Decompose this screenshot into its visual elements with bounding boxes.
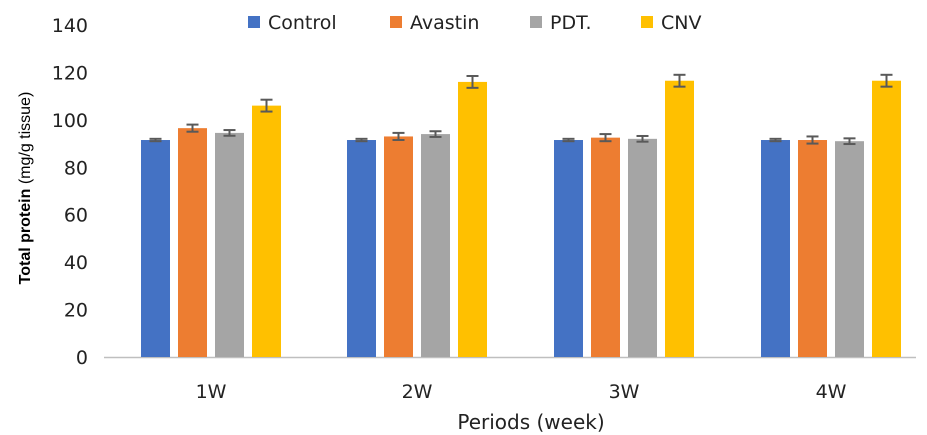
x-axis-tick-labels: 1W 2W 3W 4W [196, 381, 847, 403]
bar-pdt-1w [215, 132, 244, 357]
legend-swatch-avastin [390, 16, 402, 28]
bar-pdt-4w [835, 141, 864, 357]
bar-cnv-2w [458, 81, 487, 358]
bar-groups [141, 80, 901, 358]
y-axis-tick-labels: 0 20 40 60 80 100 120 140 [52, 15, 88, 369]
bar-control-4w [761, 140, 790, 357]
x-tick-label: 2W [402, 381, 433, 403]
bar-control-2w [347, 140, 376, 357]
bar-cnv-4w [872, 80, 901, 357]
y-axis-title: Total protein (mg/g tissue) [17, 92, 34, 285]
bar-avastin-3w [591, 137, 620, 357]
bar-cnv-3w [665, 80, 694, 357]
legend-swatch-control [248, 16, 260, 28]
y-tick-label: 100 [52, 110, 88, 132]
legend: Control Avastin PDT. CNV [248, 12, 701, 34]
x-tick-label: 3W [609, 381, 640, 403]
y-tick-label: 20 [64, 300, 88, 322]
x-tick-label: 1W [196, 381, 227, 403]
bar-cnv-1w [252, 105, 281, 357]
bar-avastin-4w [798, 140, 827, 357]
bar-pdt-2w [421, 134, 450, 357]
error-bars [149, 73, 893, 146]
bar-control-3w [554, 140, 583, 357]
y-tick-label: 60 [64, 205, 88, 227]
legend-label-pdt: PDT. [550, 12, 591, 34]
x-tick-label: 4W [816, 381, 847, 403]
bar-avastin-1w [178, 128, 207, 357]
y-tick-label: 40 [64, 252, 88, 274]
legend-label-avastin: Avastin [410, 12, 479, 34]
legend-swatch-cnv [641, 16, 653, 28]
bar-control-1w [141, 140, 170, 357]
y-tick-label: 0 [76, 347, 88, 369]
bar-pdt-3w [628, 138, 657, 357]
y-tick-label: 120 [52, 62, 88, 84]
legend-label-cnv: CNV [661, 12, 701, 34]
legend-swatch-pdt [530, 16, 542, 28]
bar-avastin-2w [384, 136, 413, 357]
y-axis-title-unit: (mg/g tissue) [17, 92, 34, 189]
legend-label-control: Control [268, 12, 337, 34]
y-tick-label: 140 [52, 15, 88, 37]
y-tick-label: 80 [64, 157, 88, 179]
x-axis-title: Periods (week) [457, 410, 604, 434]
y-axis-title-bold: Total protein [17, 189, 34, 285]
